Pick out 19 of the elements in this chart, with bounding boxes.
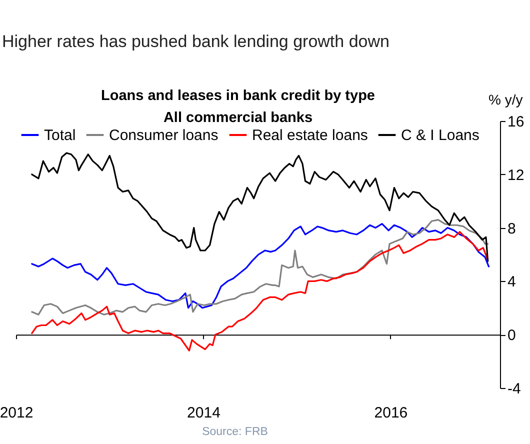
legend-label: C & I Loans [401,127,480,144]
x-tick-label: 2014 [187,404,220,422]
line-series [31,152,489,262]
x-tick-label: 2016 [374,404,408,422]
legend-label: Real estate loans [252,127,368,144]
chart-subtitle: Loans and leases in bank credit by type All commercial banks [101,88,375,126]
x-tick-label: 2012 [0,404,34,422]
line-series [31,231,489,352]
y-tick-label: 16 [508,114,524,130]
chart-title: Higher rates has pushed bank lending growth down [2,32,390,51]
y-axis-title: % y/y [488,92,523,108]
y-tick-label: 12 [508,166,524,184]
source-note: Source: FRB [202,426,268,438]
legend-label: Consumer loans [109,127,218,144]
y-tick-label: 4 [508,274,516,291]
y-tick-label: -4 [508,380,521,398]
legend-label: Total [44,127,76,144]
y-tick-label: 8 [508,220,516,238]
y-tick-label: 0 [508,327,516,344]
